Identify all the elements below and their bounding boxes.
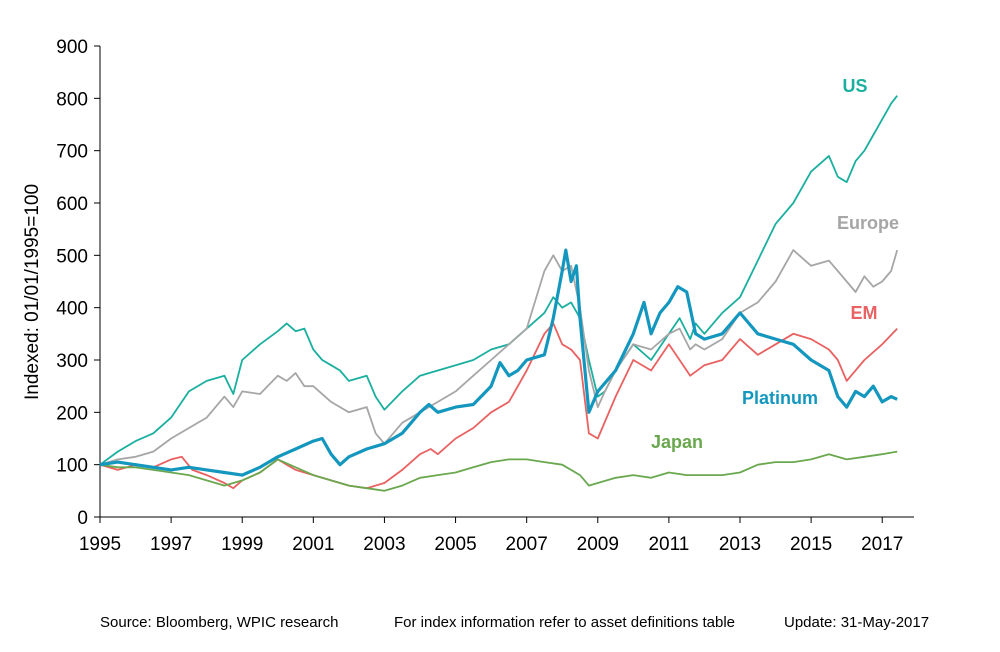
series-lines xyxy=(99,95,899,492)
x-tick-label: 2001 xyxy=(292,534,334,555)
y-tick-label: 900 xyxy=(56,37,88,58)
x-tick-label: 2005 xyxy=(434,534,476,555)
y-tick-label: 600 xyxy=(56,194,88,215)
series-labels: US Europe EM Platinum Japan xyxy=(651,76,899,452)
update-date: Update: 31-May-2017 xyxy=(784,614,930,631)
y-tick-label: 800 xyxy=(56,89,88,110)
series-line-us xyxy=(99,95,898,466)
x-tick-label: 2013 xyxy=(719,534,761,555)
series-line-japan xyxy=(99,450,898,492)
series-line-europe xyxy=(99,249,899,466)
series-label-us: US xyxy=(842,76,867,96)
index-info-note: For index information refer to asset def… xyxy=(394,614,736,631)
x-tick-label: 2003 xyxy=(363,534,405,555)
x-tick-label: 1997 xyxy=(150,534,192,555)
y-tick-label: 100 xyxy=(56,456,88,477)
x-tick-label: 2009 xyxy=(577,534,619,555)
series-label-japan: Japan xyxy=(651,432,703,452)
series-line-em xyxy=(99,322,898,490)
y-tick-label: 300 xyxy=(56,351,88,372)
x-tick-label: 2015 xyxy=(790,534,832,555)
y-tick-label: 0 xyxy=(77,508,88,529)
y-axis-ticks: 0 100 200 300 400 500 600 700 800 900 xyxy=(56,37,100,529)
series-label-em: EM xyxy=(851,303,878,323)
y-tick-label: 700 xyxy=(56,142,88,163)
x-tick-label: 1999 xyxy=(221,534,263,555)
series-label-platinum: Platinum xyxy=(742,388,818,408)
series-line-platinum xyxy=(99,248,898,477)
x-tick-label: 2007 xyxy=(506,534,548,555)
x-tick-label: 2011 xyxy=(648,534,689,555)
x-tick-label: 1995 xyxy=(79,534,121,555)
y-axis-title: Indexed: 01/01/1995=100 xyxy=(22,184,43,400)
y-tick-label: 500 xyxy=(56,246,88,267)
series-label-europe: Europe xyxy=(837,213,899,233)
x-axis-ticks: 1995 1997 1999 2001 2003 2005 2007 2009 2011 2013… xyxy=(79,517,903,555)
y-tick-label: 400 xyxy=(56,299,88,320)
y-tick-label: 200 xyxy=(56,403,88,424)
source-note: Source: Bloomberg, WPIC research xyxy=(100,614,339,631)
x-tick-label: 2017 xyxy=(861,534,903,555)
